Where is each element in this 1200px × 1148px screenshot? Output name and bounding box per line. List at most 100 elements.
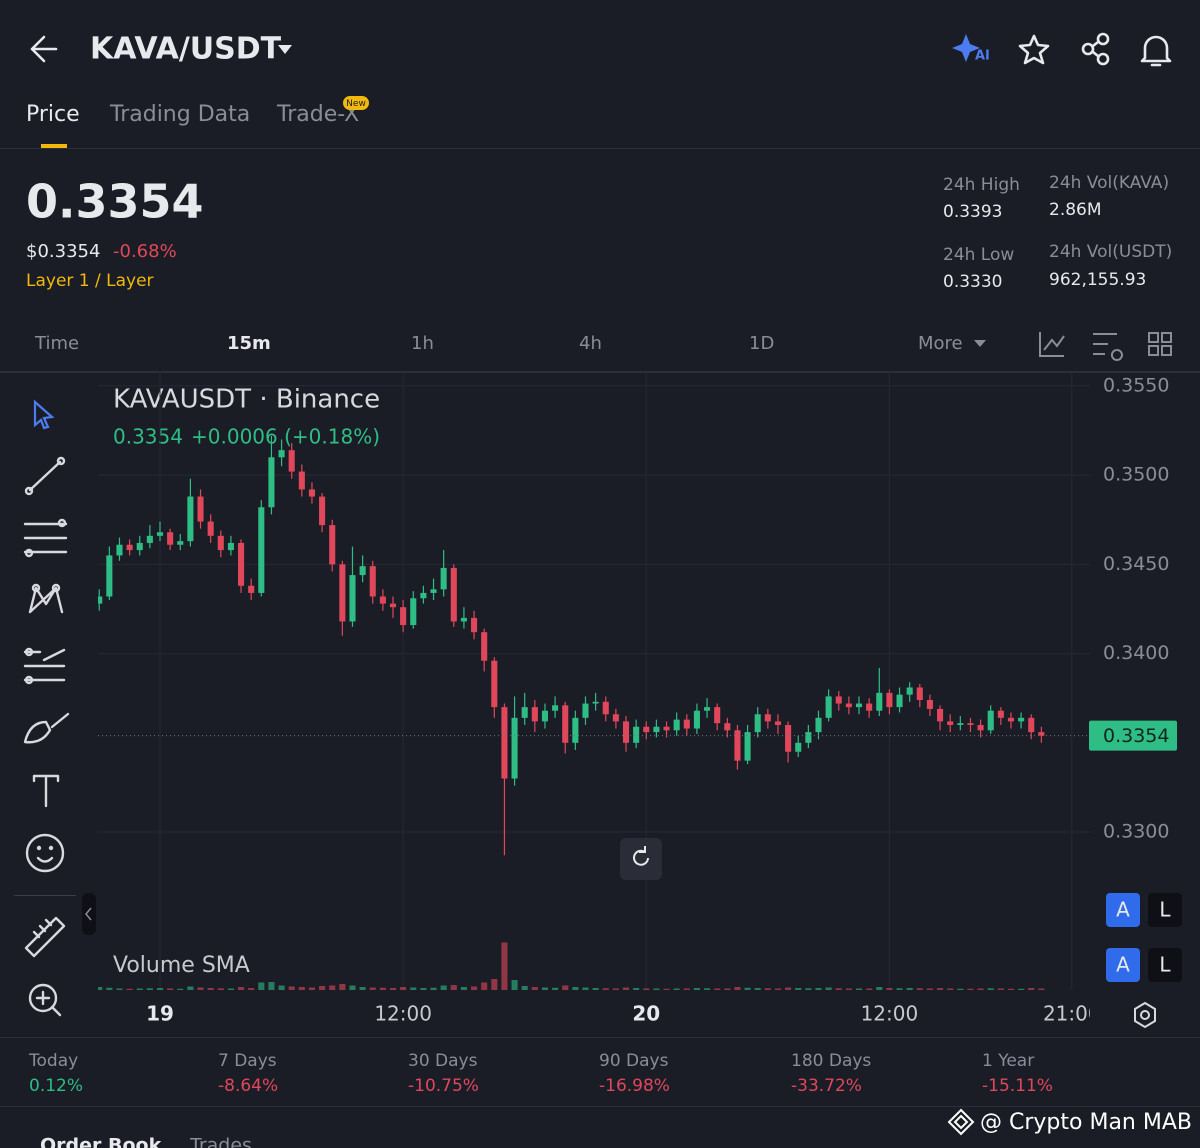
candle-body [592, 701, 599, 704]
candle-body [663, 726, 670, 731]
candle-body [987, 710, 994, 731]
candle-body [410, 598, 417, 626]
candle-body [511, 717, 518, 779]
brush-tool[interactable] [23, 712, 70, 744]
candle-body [744, 732, 751, 761]
volume-bar [369, 987, 376, 990]
candle-body [389, 603, 397, 608]
candle-body [339, 564, 346, 622]
ruler-tool[interactable] [24, 916, 66, 958]
log-scale-button[interactable] [1148, 893, 1182, 927]
candle-body [460, 617, 467, 622]
settings-button[interactable] [1093, 333, 1123, 361]
share-button[interactable] [1081, 32, 1110, 66]
log-scale-button[interactable] [1148, 948, 1182, 982]
tab-indicator [41, 144, 67, 148]
more-caret[interactable] [974, 340, 986, 347]
candle-body [187, 496, 194, 542]
candle-body [653, 726, 660, 733]
volume-bar [1007, 988, 1015, 990]
candle-body [896, 694, 903, 708]
emoji-tool[interactable] [25, 833, 65, 873]
prediction-tool[interactable] [23, 647, 66, 685]
volume-bar [906, 988, 913, 990]
cursor-tool[interactable] [33, 399, 55, 430]
timeframe[interactable]: 15m [227, 333, 271, 354]
candle-body [400, 607, 407, 626]
sector[interactable]: Layer 1 / Layer [26, 271, 154, 291]
new-badge-text: New [346, 99, 366, 109]
volume-bar [1018, 988, 1025, 990]
timeframe[interactable]: 1D [749, 333, 774, 354]
auto-scale-button[interactable] [1106, 893, 1140, 927]
toolbar-toggle[interactable] [82, 893, 96, 935]
candle-body [1028, 717, 1035, 733]
layout-button[interactable] [1148, 332, 1172, 356]
pair-title[interactable]: KAVA/USDT [90, 32, 282, 67]
last-price-label: 0.3354 [1103, 725, 1169, 747]
candle-body [207, 521, 214, 536]
bottom-tab[interactable]: Order Book [40, 1135, 162, 1148]
y-tick-label: 0.3400 [1103, 642, 1169, 664]
chart-settings-button[interactable] [1134, 1001, 1156, 1029]
stat-value: 0.3330 [943, 272, 1002, 292]
volume-bar [116, 988, 123, 990]
volume-bar [521, 986, 528, 990]
volume-bar [268, 982, 275, 990]
price-change: -0.68% [113, 241, 177, 262]
volume-bar [146, 988, 153, 990]
favorite-button[interactable] [1018, 34, 1050, 65]
volume-bar [1038, 988, 1045, 990]
candle-body [572, 717, 579, 743]
volume-bar [319, 986, 326, 990]
x-tick-label: 12:00 [861, 1002, 919, 1026]
line-tool[interactable] [24, 456, 66, 496]
candle-body [582, 703, 589, 718]
pattern-tool[interactable] [28, 583, 64, 614]
y-tick-label: 0.3500 [1103, 464, 1169, 486]
candle-body [1018, 717, 1025, 722]
candle-body [369, 566, 376, 597]
auto-scale-button[interactable] [1106, 948, 1140, 982]
watermark: @ Crypto Man MAB [980, 1110, 1192, 1135]
candle-body [248, 585, 255, 593]
stat-label: 24h Low [943, 245, 1014, 265]
timeframe[interactable]: 4h [579, 333, 602, 354]
alert-button[interactable] [1140, 35, 1172, 67]
back-button[interactable] [30, 35, 58, 63]
candle-body [977, 724, 984, 731]
candle-body [167, 532, 174, 545]
volume-bar [471, 986, 478, 990]
candle-body [825, 696, 832, 718]
bottom-tab[interactable]: Trades [189, 1135, 252, 1148]
tab[interactable]: Trading Data [109, 102, 250, 127]
indicator-button[interactable] [1039, 332, 1065, 357]
candle-body [541, 710, 549, 722]
volume-title: Volume SMA [113, 953, 250, 978]
performance-value: -33.72% [791, 1076, 862, 1096]
volume-bar [825, 987, 832, 990]
tab[interactable]: Price [26, 102, 80, 127]
candle-body [815, 717, 822, 733]
y-tick-label: 0.3300 [1103, 821, 1169, 843]
last-price-box [1089, 720, 1177, 751]
volume-bar [997, 988, 1004, 990]
pair-dropdown[interactable] [278, 45, 292, 54]
timeframe[interactable]: Time [34, 333, 79, 354]
volume-bar [835, 988, 842, 990]
volume-bar [795, 988, 802, 990]
zoom-tool[interactable] [28, 983, 62, 1017]
candle-body [227, 542, 234, 551]
fib-tool[interactable] [23, 518, 68, 558]
candle-body [724, 723, 731, 731]
reset-button[interactable] [620, 838, 662, 880]
timeframe[interactable]: 1h [411, 333, 434, 354]
timeframe[interactable]: More [918, 333, 963, 354]
volume-bar [987, 988, 994, 990]
text-tool[interactable] [32, 774, 60, 808]
volume-bar [430, 987, 437, 990]
volume-bar [491, 979, 498, 990]
candle-body [734, 730, 741, 761]
ai-button[interactable]: AI [952, 34, 990, 64]
